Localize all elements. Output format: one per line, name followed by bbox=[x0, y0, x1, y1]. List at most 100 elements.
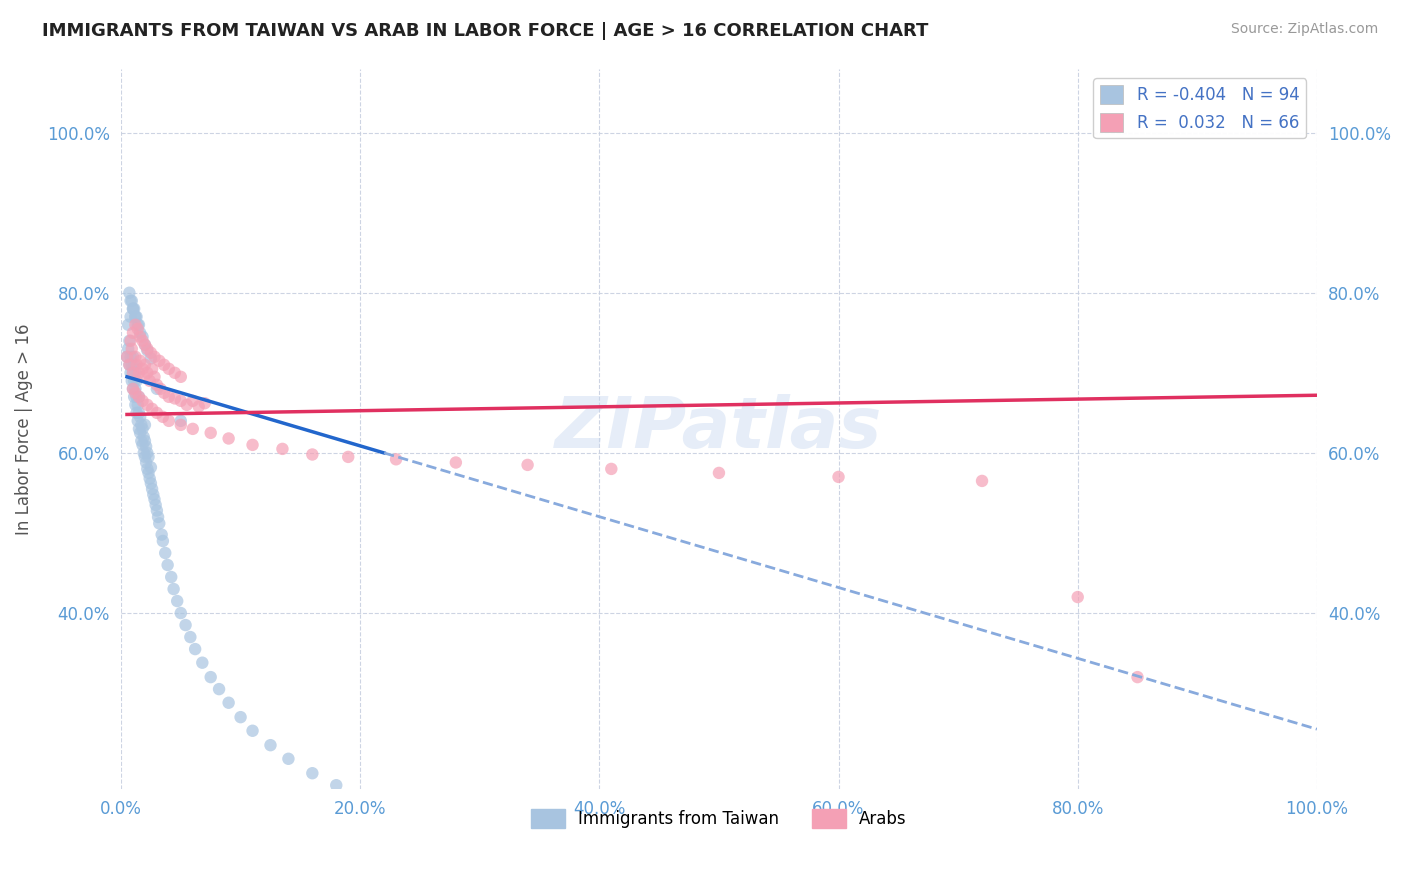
Point bbox=[157, 361, 180, 376]
Point bbox=[707, 466, 730, 480]
Point bbox=[142, 487, 165, 501]
Point bbox=[131, 434, 153, 448]
Point bbox=[143, 350, 166, 364]
Point bbox=[124, 350, 146, 364]
Point bbox=[131, 330, 153, 344]
Point bbox=[121, 293, 143, 308]
Point bbox=[117, 318, 139, 332]
Point bbox=[385, 452, 408, 467]
Point bbox=[516, 458, 538, 472]
Point bbox=[122, 374, 145, 388]
Point bbox=[138, 471, 160, 485]
Point bbox=[970, 474, 993, 488]
Point bbox=[191, 656, 214, 670]
Point bbox=[153, 385, 176, 400]
Point bbox=[136, 398, 159, 412]
Point bbox=[155, 546, 177, 560]
Point bbox=[136, 343, 159, 358]
Point bbox=[301, 766, 323, 780]
Point bbox=[145, 498, 167, 512]
Point bbox=[152, 533, 174, 548]
Point bbox=[218, 696, 240, 710]
Point bbox=[128, 406, 150, 420]
Point bbox=[242, 723, 264, 738]
Point bbox=[277, 752, 299, 766]
Point bbox=[127, 322, 149, 336]
Point bbox=[122, 366, 145, 380]
Point bbox=[184, 642, 207, 657]
Point bbox=[131, 334, 153, 348]
Point bbox=[325, 778, 347, 792]
Point bbox=[200, 425, 222, 440]
Point bbox=[122, 301, 145, 316]
Point bbox=[138, 450, 160, 464]
Point bbox=[146, 406, 169, 420]
Point bbox=[117, 342, 139, 356]
Point bbox=[170, 369, 193, 384]
Point bbox=[1126, 670, 1149, 684]
Point bbox=[138, 374, 160, 388]
Point bbox=[128, 390, 150, 404]
Point bbox=[131, 422, 153, 436]
Point bbox=[187, 400, 209, 414]
Point bbox=[194, 396, 217, 410]
Y-axis label: In Labor Force | Age > 16: In Labor Force | Age > 16 bbox=[15, 323, 32, 534]
Point bbox=[149, 382, 172, 396]
Point bbox=[139, 460, 162, 475]
Point bbox=[115, 350, 138, 364]
Point bbox=[827, 470, 849, 484]
Point bbox=[122, 301, 145, 316]
Point bbox=[128, 366, 150, 380]
Point bbox=[170, 417, 193, 432]
Point bbox=[129, 353, 152, 368]
Point bbox=[118, 285, 141, 300]
Point bbox=[124, 398, 146, 412]
Point bbox=[134, 338, 156, 352]
Point bbox=[134, 358, 156, 372]
Point bbox=[135, 456, 157, 470]
Point bbox=[136, 342, 159, 356]
Point bbox=[125, 406, 148, 420]
Point bbox=[125, 310, 148, 324]
Point bbox=[122, 301, 145, 316]
Point bbox=[132, 446, 155, 460]
Point bbox=[229, 710, 252, 724]
Point bbox=[124, 310, 146, 324]
Point bbox=[129, 409, 152, 424]
Point bbox=[124, 310, 146, 324]
Point bbox=[132, 430, 155, 444]
Point bbox=[129, 326, 152, 340]
Point bbox=[176, 398, 198, 412]
Point bbox=[122, 358, 145, 372]
Text: ZIPatlas: ZIPatlas bbox=[555, 394, 883, 463]
Point bbox=[444, 456, 467, 470]
Point bbox=[174, 618, 197, 632]
Point bbox=[132, 369, 155, 384]
Point bbox=[170, 393, 193, 408]
Point bbox=[122, 382, 145, 396]
Point bbox=[139, 346, 162, 360]
Point bbox=[121, 374, 143, 388]
Point bbox=[141, 482, 163, 496]
Point bbox=[120, 366, 142, 380]
Point bbox=[143, 492, 166, 507]
Point bbox=[127, 398, 149, 412]
Point bbox=[163, 392, 186, 406]
Point bbox=[148, 516, 170, 531]
Point bbox=[157, 414, 180, 428]
Point bbox=[138, 466, 160, 480]
Point bbox=[118, 358, 141, 372]
Point bbox=[139, 351, 162, 366]
Point bbox=[125, 390, 148, 404]
Point bbox=[163, 366, 186, 380]
Point bbox=[115, 350, 138, 364]
Point bbox=[349, 790, 371, 805]
Point bbox=[152, 409, 174, 424]
Point bbox=[146, 503, 169, 517]
Point bbox=[128, 422, 150, 436]
Legend: Immigrants from Taiwan, Arabs: Immigrants from Taiwan, Arabs bbox=[524, 803, 914, 835]
Point bbox=[124, 385, 146, 400]
Point bbox=[134, 417, 156, 432]
Point bbox=[208, 682, 231, 697]
Point bbox=[121, 342, 143, 356]
